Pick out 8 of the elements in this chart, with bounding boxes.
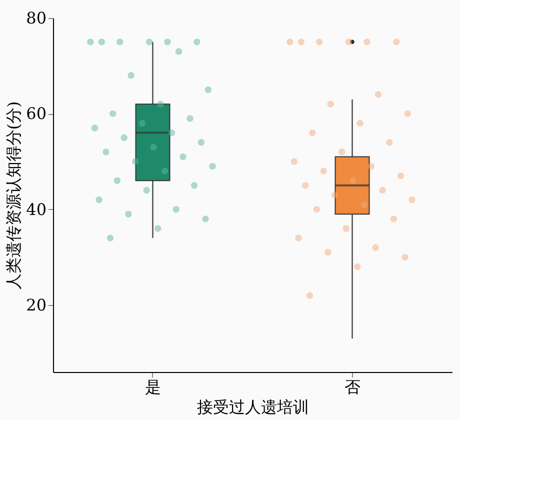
y-tick-label: 40: [26, 200, 46, 219]
y-tick-label: 80: [26, 8, 46, 28]
x-axis-title: 接受过人遗培训: [197, 398, 309, 416]
x-tick-label: 是: [144, 378, 161, 396]
y-tick-label: 60: [26, 104, 46, 124]
y-tick-label: 20: [26, 296, 46, 315]
y-axis-title: 人类遗传资源认知得分(分): [4, 101, 24, 290]
x-tick-label: 否: [344, 378, 360, 396]
